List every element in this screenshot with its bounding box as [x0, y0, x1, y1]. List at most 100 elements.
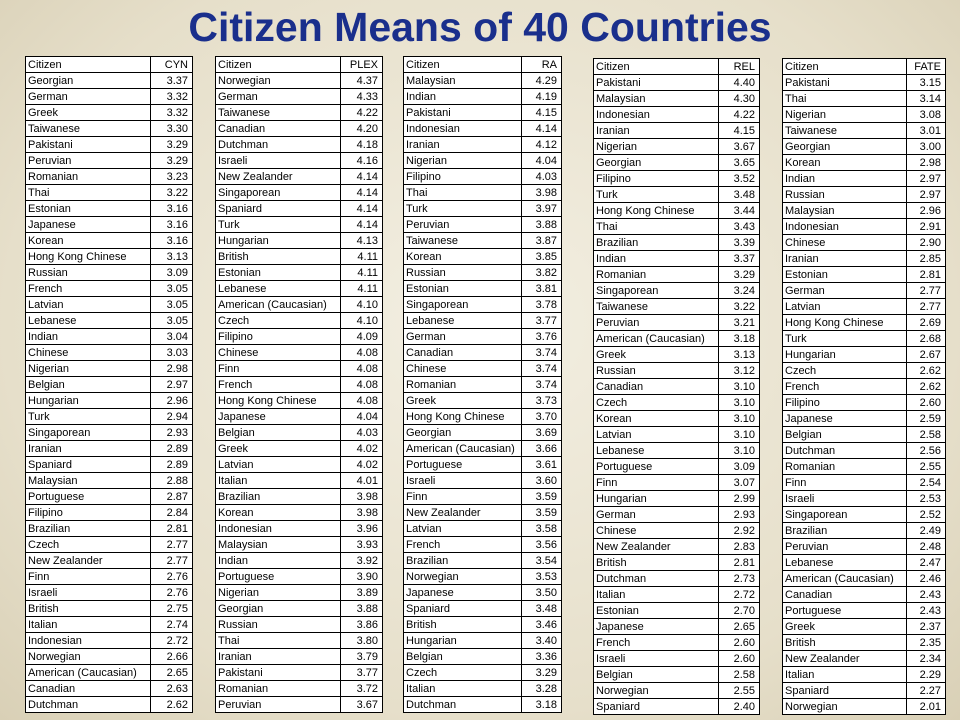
mean-cell: 3.98: [340, 504, 383, 521]
header-cell: RA: [521, 56, 562, 73]
table-row: Brazilian 3.39: [593, 234, 760, 251]
mean-cell: 2.62: [906, 362, 946, 379]
table-row: Hong Kong Chinese 3.44: [593, 202, 760, 219]
mean-cell: 4.08: [340, 344, 383, 361]
mean-cell: 4.29: [521, 72, 562, 89]
header-cell: Citizen: [782, 58, 907, 75]
citizen-cell: Turk: [593, 186, 719, 203]
table-row: Peruvian 3.21: [593, 314, 760, 331]
table-row: Latvian 4.02: [215, 456, 383, 473]
table-row: Russian 3.86: [215, 616, 383, 633]
mean-cell: 2.93: [150, 424, 193, 441]
mean-cell: 3.05: [150, 296, 193, 313]
citizen-cell: Lebanese: [782, 554, 907, 571]
mean-cell: 2.77: [906, 282, 946, 299]
table-row: Peruvian 3.67: [215, 696, 383, 713]
table-row: Japanese 4.04: [215, 408, 383, 425]
citizen-cell: Iranian: [403, 136, 522, 153]
mean-cell: 3.40: [521, 632, 562, 649]
citizen-cell: Latvian: [403, 520, 522, 537]
citizen-cell: Italian: [403, 680, 522, 697]
mean-cell: 2.99: [718, 490, 760, 507]
table-row: French 3.56: [403, 536, 562, 553]
mean-cell: 4.40: [718, 74, 760, 91]
citizen-cell: Korean: [215, 504, 341, 521]
mean-cell: 3.88: [521, 216, 562, 233]
mean-cell: 3.53: [521, 568, 562, 585]
table-row: American (Caucasian) 2.46: [782, 570, 946, 587]
citizen-cell: Singaporean: [403, 296, 522, 313]
mean-cell: 3.89: [340, 584, 383, 601]
citizen-cell: British: [403, 616, 522, 633]
mean-cell: 3.29: [150, 136, 193, 153]
mean-cell: 2.76: [150, 568, 193, 585]
citizen-cell: German: [782, 282, 907, 299]
citizen-cell: Finn: [403, 488, 522, 505]
mean-cell: 2.72: [718, 586, 760, 603]
mean-cell: 2.81: [906, 266, 946, 283]
mean-cell: 2.43: [906, 602, 946, 619]
table-row: French 2.62: [782, 378, 946, 395]
table-row: Lebanese 4.11: [215, 280, 383, 297]
mean-cell: 4.18: [340, 136, 383, 153]
citizen-cell: New Zealander: [782, 650, 907, 667]
mean-cell: 3.58: [521, 520, 562, 537]
mean-cell: 3.59: [521, 504, 562, 521]
table-row: Filipino 2.60: [782, 394, 946, 411]
table-row: Thai 3.80: [215, 632, 383, 649]
mean-cell: 4.14: [340, 168, 383, 185]
mean-cell: 2.52: [906, 506, 946, 523]
citizen-cell: Nigerian: [782, 106, 907, 123]
table-row: Iranian 2.89: [25, 440, 193, 457]
table-row: Taiwanese 3.87: [403, 232, 562, 249]
mean-cell: 2.65: [718, 618, 760, 635]
citizen-cell: Singaporean: [25, 424, 151, 441]
citizen-cell: Estonian: [593, 602, 719, 619]
mean-cell: 3.39: [718, 234, 760, 251]
table-row: Indian 3.92: [215, 552, 383, 569]
citizen-cell: French: [25, 280, 151, 297]
citizen-cell: Estonian: [25, 200, 151, 217]
citizen-cell: Indonesian: [215, 520, 341, 537]
citizen-cell: American (Caucasian): [782, 570, 907, 587]
table-row: Russian 3.82: [403, 264, 562, 281]
data-table: Citizen PLEX Norwegian 4.37 German 4.33 Taiwan…: [215, 56, 383, 713]
table-row: American (Caucasian) 4.10: [215, 296, 383, 313]
citizen-cell: Israeli: [215, 152, 341, 169]
table-row: Iranian 3.79: [215, 648, 383, 665]
citizen-cell: Portuguese: [215, 568, 341, 585]
mean-cell: 2.35: [906, 634, 946, 651]
citizen-cell: Estonian: [403, 280, 522, 297]
citizen-cell: Canadian: [215, 120, 341, 137]
citizen-cell: Greek: [403, 392, 522, 409]
citizen-cell: Russian: [593, 362, 719, 379]
citizen-cell: Romanian: [782, 458, 907, 475]
table-row: Greek 3.13: [593, 346, 760, 363]
table-row: Nigerian 3.67: [593, 138, 760, 155]
citizen-cell: Nigerian: [215, 584, 341, 601]
mean-cell: 3.24: [718, 282, 760, 299]
citizen-cell: Portuguese: [25, 488, 151, 505]
citizen-cell: Pakistani: [403, 104, 522, 121]
table-row: Dutchman 3.18: [403, 696, 562, 713]
citizen-cell: Italian: [782, 666, 907, 683]
table-row: Belgian 2.58: [782, 426, 946, 443]
mean-cell: 2.77: [150, 552, 193, 569]
citizen-cell: Hong Kong Chinese: [593, 202, 719, 219]
mean-cell: 4.33: [340, 88, 383, 105]
mean-cell: 3.37: [150, 72, 193, 89]
mean-cell: 3.77: [340, 664, 383, 681]
mean-cell: 3.05: [150, 280, 193, 297]
mean-cell: 3.96: [340, 520, 383, 537]
table-row: Korean 3.10: [593, 410, 760, 427]
table-row: Italian 4.01: [215, 472, 383, 489]
table-row: British 2.81: [593, 554, 760, 571]
mean-cell: 2.53: [906, 490, 946, 507]
mean-cell: 3.32: [150, 88, 193, 105]
mean-cell: 2.89: [150, 440, 193, 457]
citizen-cell: Taiwanese: [782, 122, 907, 139]
table-row: Dutchman 4.18: [215, 136, 383, 153]
citizen-cell: Filipino: [782, 394, 907, 411]
citizen-cell: Romanian: [215, 680, 341, 697]
table-row: Georgian 3.88: [215, 600, 383, 617]
